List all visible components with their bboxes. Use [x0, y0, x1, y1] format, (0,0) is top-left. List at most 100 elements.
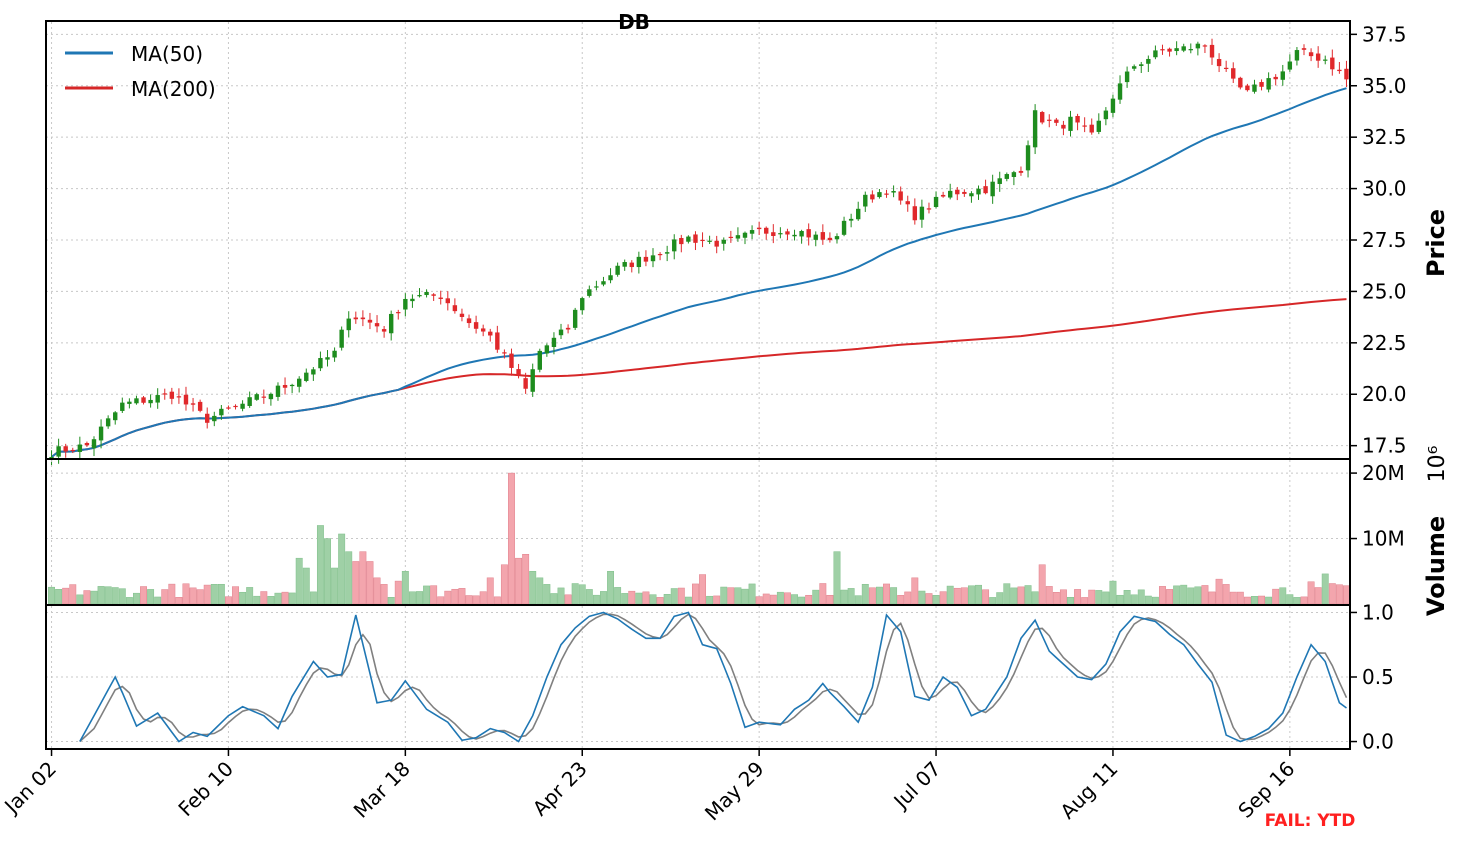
candle-body — [424, 291, 429, 296]
candle-body — [325, 357, 330, 360]
candlesticks — [49, 38, 1349, 466]
volume-bar — [1116, 594, 1124, 605]
volume-bar — [677, 587, 685, 605]
candle-body — [1131, 66, 1137, 69]
candle-body — [742, 232, 748, 238]
candle-body — [367, 319, 373, 323]
candle-body — [919, 206, 925, 220]
volume-bar — [791, 594, 798, 605]
candle-body — [403, 298, 408, 310]
volume-bar — [1314, 587, 1322, 605]
volume-bar — [1024, 585, 1032, 605]
volume-bar — [925, 593, 933, 605]
volume-bar — [239, 591, 247, 605]
volume-bar — [224, 596, 232, 605]
candle-body — [1259, 82, 1264, 87]
volume-bar — [1045, 586, 1053, 605]
candle-body — [219, 408, 224, 416]
candle-body — [488, 331, 493, 336]
volume-bar — [1038, 564, 1046, 605]
volume-bar — [203, 584, 211, 605]
price-tick-label: 32.5 — [1362, 125, 1407, 149]
candle-body — [629, 262, 634, 268]
volume-bar — [1201, 585, 1209, 605]
volume-bar — [656, 597, 664, 605]
volume-bar — [1151, 596, 1159, 605]
candle-body — [155, 395, 160, 403]
volume-bar — [621, 593, 629, 605]
volume-bar — [776, 591, 784, 605]
candle-body — [162, 393, 167, 395]
volume-bar — [69, 584, 77, 605]
candle-body — [332, 350, 337, 358]
candle-body — [1266, 78, 1271, 90]
volume-bar — [394, 580, 402, 605]
volume-bar — [189, 587, 197, 605]
candle-body — [707, 240, 712, 242]
volume-bar — [699, 574, 706, 605]
volume-bar — [628, 590, 636, 605]
volume-bar — [897, 595, 905, 605]
candle-body — [891, 191, 896, 193]
volume-bar — [210, 584, 218, 605]
candle-body — [664, 252, 670, 254]
candle-body — [1195, 43, 1201, 49]
candle-body — [495, 332, 500, 350]
candle-body — [940, 194, 946, 197]
volume-bar — [1229, 591, 1237, 605]
volume-bar — [508, 472, 515, 605]
stochastic-panel: 0.0 0.5 1.0 — [45, 600, 1394, 754]
price-tick-label: 22.5 — [1362, 331, 1407, 355]
candle-body — [735, 235, 741, 239]
candle-body — [1315, 53, 1321, 61]
volume-bar — [854, 595, 862, 605]
stochastic-k-line — [79, 611, 1347, 743]
volume-bar — [1010, 587, 1018, 605]
candle-body — [643, 256, 649, 262]
candle-body — [827, 237, 833, 241]
candle-body — [728, 236, 734, 239]
candle-body — [1032, 110, 1038, 148]
volume-bar — [401, 571, 409, 605]
candle-body — [884, 193, 889, 195]
candle-body — [572, 309, 578, 328]
candle-body — [452, 305, 458, 312]
volume-bar — [1102, 591, 1110, 605]
volume-bar — [1003, 583, 1011, 605]
x-tick-label: Mar 18 — [349, 757, 415, 823]
stochastic-tick-label: 0.0 — [1362, 730, 1394, 754]
candle-body — [622, 262, 627, 267]
candle-body — [813, 234, 818, 240]
volume-bar — [960, 587, 968, 605]
candle-body — [1153, 50, 1158, 58]
volume-axis: 10M 20M — [1350, 461, 1405, 551]
volume-bar — [826, 594, 834, 605]
candle-body — [948, 190, 953, 198]
volume-bar — [338, 533, 346, 605]
volume-bar — [571, 583, 579, 605]
stochastic-lines — [79, 611, 1348, 743]
volume-bar — [692, 583, 699, 605]
candle-body — [1068, 116, 1073, 131]
volume-axis-label: Volume — [1422, 516, 1450, 616]
volume-bar — [182, 583, 190, 605]
volume-bar — [996, 592, 1004, 605]
candle-body — [1004, 174, 1010, 179]
candle-body — [318, 358, 323, 369]
volume-bar — [684, 596, 692, 605]
volume-bar — [458, 588, 466, 605]
candle-body — [700, 239, 705, 242]
volume-bar — [140, 586, 147, 605]
candle-body — [969, 193, 974, 197]
volume-bar — [366, 561, 374, 605]
volume-bar — [982, 589, 990, 605]
candle-body — [587, 289, 592, 296]
candle-body — [480, 328, 486, 332]
volume-bar — [1293, 597, 1301, 605]
volume-bar — [564, 594, 572, 605]
candle-body — [806, 229, 811, 238]
candle-body — [1054, 119, 1059, 123]
volume-bar — [798, 596, 806, 605]
volume-bar — [345, 551, 353, 605]
volume-bar — [755, 596, 763, 605]
